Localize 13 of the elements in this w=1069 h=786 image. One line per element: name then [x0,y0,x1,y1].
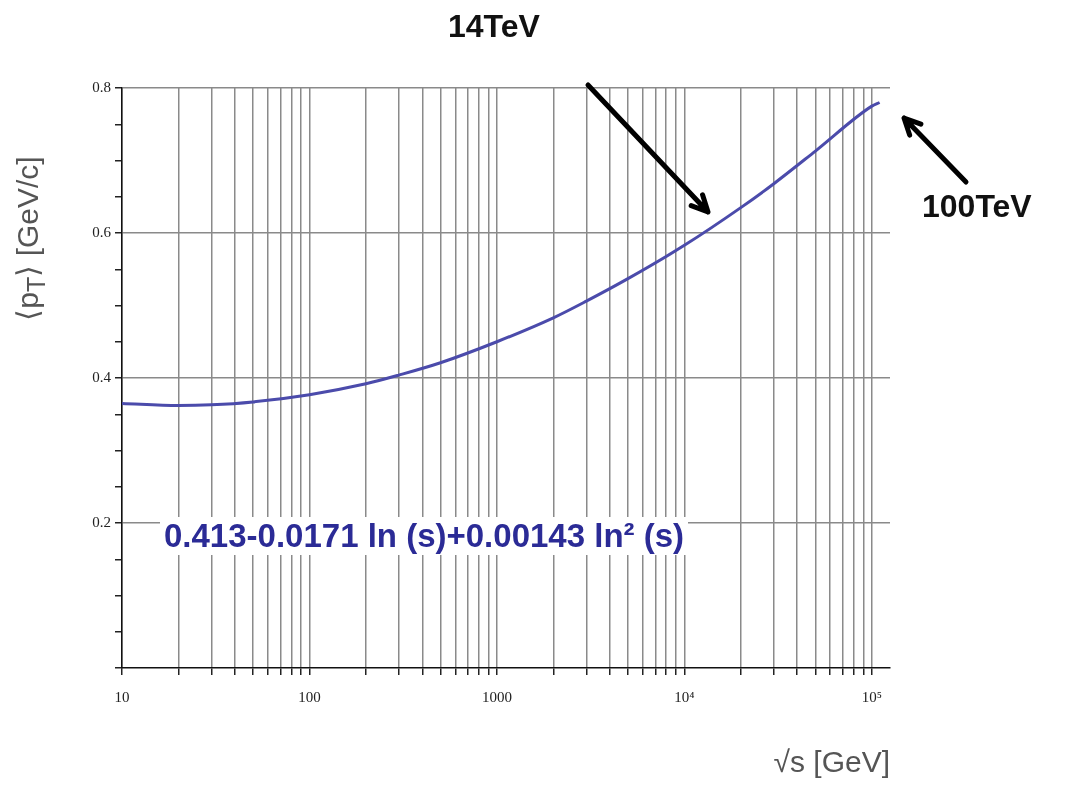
x-axis-title: √s [GeV] [773,745,890,779]
y-tick-label: 0.6 [92,223,112,240]
annotation: 0.413-0.0171 ln (s)+0.00143 ln² (s) [160,517,689,556]
x-tick-label: 10⁴ [674,688,695,705]
text: 14TeV [448,8,540,45]
x-tick-label: 100 [298,688,321,705]
x-tick-label: 1000 [481,688,512,705]
y-tick-label: 0.8 [92,78,111,95]
y-tick-label: 0.4 [92,368,112,385]
x-tick-label: 10 [114,688,130,705]
x-tick-label: 10⁵ [861,688,882,705]
y-tick-label: 0.2 [92,513,111,530]
text: 100TeV [922,188,1032,225]
